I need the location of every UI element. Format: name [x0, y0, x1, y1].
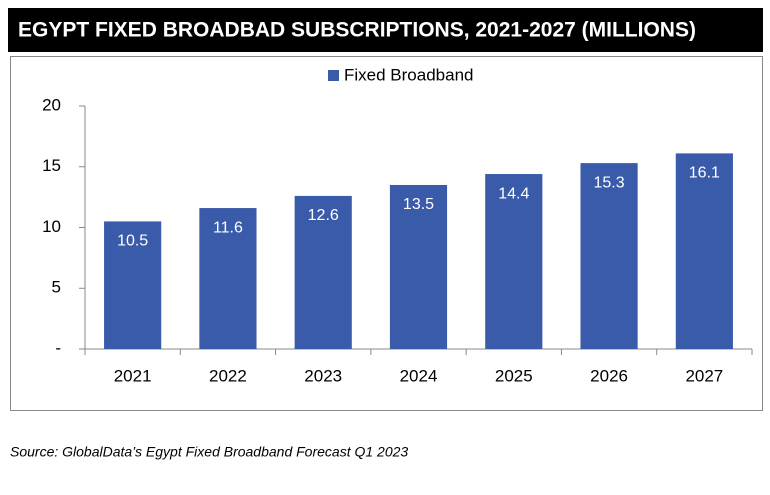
data-label: 15.3: [594, 174, 625, 191]
bar: [580, 163, 638, 349]
y-tick-label: 5: [52, 278, 61, 297]
y-tick-label: 10: [42, 217, 61, 236]
bar: [294, 195, 352, 349]
x-tick-label: 2021: [114, 366, 152, 385]
x-tick-label: 2027: [685, 366, 723, 385]
data-label: 12.6: [308, 207, 339, 224]
bar: [389, 184, 448, 349]
bar: [199, 208, 257, 349]
x-tick-label: 2025: [495, 366, 533, 385]
bar: [675, 153, 733, 349]
data-label: 14.4: [498, 185, 529, 202]
x-tick-label: 2023: [304, 366, 342, 385]
bar: [485, 174, 543, 349]
legend-swatch: [328, 70, 339, 81]
legend-label: Fixed Broadband: [344, 65, 473, 84]
data-label: 10.5: [117, 233, 148, 250]
y-tick-label: -: [55, 338, 61, 357]
chart-frame: [10, 56, 763, 411]
bar: [104, 221, 162, 349]
data-label: 13.5: [403, 196, 434, 213]
title-bar: [8, 8, 763, 52]
x-tick-label: 2024: [400, 366, 438, 385]
x-tick-label: 2022: [209, 366, 247, 385]
data-label: 11.6: [213, 219, 243, 236]
source-note: Source: GlobalData’s Egypt Fixed Broadba…: [10, 444, 408, 460]
data-label: 16.1: [689, 165, 720, 182]
y-tick-label: 15: [42, 156, 61, 175]
x-tick-label: 2026: [590, 366, 628, 385]
y-tick-label: 20: [42, 95, 61, 114]
chart-title: EGYPT FIXED BROADBAD SUBSCRIPTIONS, 2021…: [18, 19, 696, 42]
